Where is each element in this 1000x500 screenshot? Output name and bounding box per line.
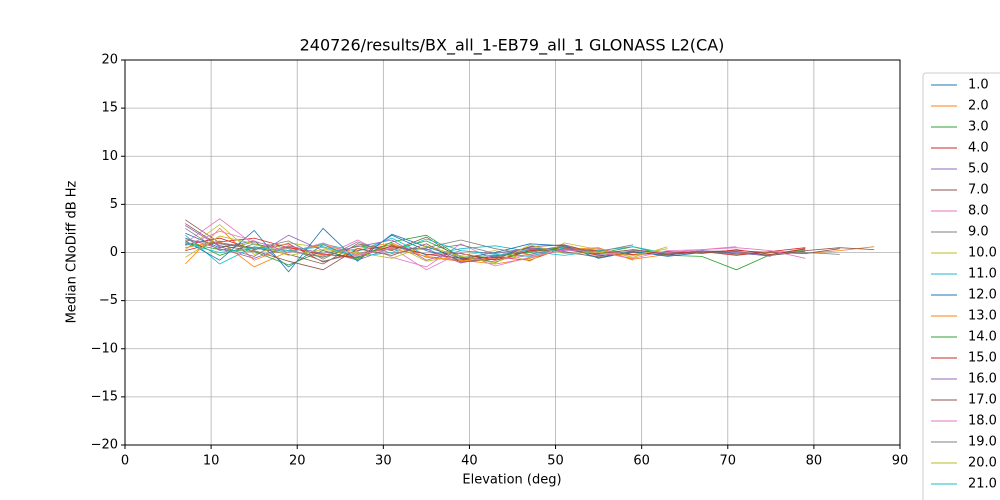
- legend-label: 20.0: [968, 456, 997, 471]
- series-line: [185, 218, 737, 268]
- x-tick-label: 50: [547, 454, 564, 469]
- y-tick-label: 15: [101, 101, 118, 116]
- y-tick-label: 5: [110, 197, 118, 212]
- series-line: [185, 230, 806, 271]
- series-line: [185, 219, 840, 265]
- legend-label: 19.0: [968, 435, 997, 450]
- series-line: [185, 235, 668, 264]
- x-axis-label: Elevation (deg): [462, 473, 561, 488]
- legend-label: 13.0: [968, 309, 997, 324]
- series-line: [185, 237, 565, 261]
- legend-label: 17.0: [968, 393, 997, 408]
- x-tick-label: 70: [720, 454, 737, 469]
- plot-frame: [124, 59, 901, 446]
- x-tick-label: 90: [892, 454, 909, 469]
- series-line: [185, 227, 702, 273]
- x-tick-label: 30: [375, 454, 392, 469]
- legend-label: 18.0: [968, 414, 997, 429]
- legend-label: 8.0: [968, 204, 989, 219]
- legend-label: 14.0: [968, 330, 997, 345]
- y-tick-label: 0: [110, 245, 118, 260]
- legend-label: 15.0: [968, 351, 997, 366]
- legend-label: 11.0: [968, 267, 997, 282]
- legend-label: 9.0: [968, 225, 989, 240]
- legend-label: 3.0: [968, 120, 989, 135]
- series-line: [185, 224, 668, 262]
- legend-box: [922, 72, 1000, 500]
- legend-label: 10.0: [968, 246, 997, 261]
- y-axis-label: Median CNoDiff dB Hz: [65, 180, 80, 323]
- x-tick-label: 40: [461, 454, 478, 469]
- series-line: [185, 223, 875, 271]
- y-tick-label: −5: [99, 293, 118, 308]
- series-line: [185, 239, 634, 260]
- legend-label: 21.0: [968, 477, 997, 492]
- y-tick-label: 20: [101, 53, 118, 68]
- x-tick-label: 20: [289, 454, 306, 469]
- legend-label: 2.0: [968, 99, 989, 114]
- legend-label: 12.0: [968, 288, 997, 303]
- series-line: [185, 237, 806, 261]
- legend-label: 5.0: [968, 162, 989, 177]
- y-tick-label: −20: [91, 438, 118, 453]
- chart-title: 240726/results/BX_all_1-EB79_all_1 GLONA…: [300, 36, 725, 56]
- series-line: [185, 238, 565, 257]
- legend-label: 1.0: [968, 78, 989, 93]
- legend-label: 4.0: [968, 141, 989, 156]
- x-tick-label: 60: [633, 454, 650, 469]
- x-tick-label: 10: [203, 454, 220, 469]
- legend-label: 7.0: [968, 183, 989, 198]
- legend-label: 16.0: [968, 372, 997, 387]
- y-tick-label: −15: [91, 389, 118, 404]
- y-tick-label: 10: [101, 149, 118, 164]
- x-tick-label: 0: [121, 454, 129, 469]
- x-tick-label: 80: [806, 454, 823, 469]
- y-tick-label: −10: [91, 341, 118, 356]
